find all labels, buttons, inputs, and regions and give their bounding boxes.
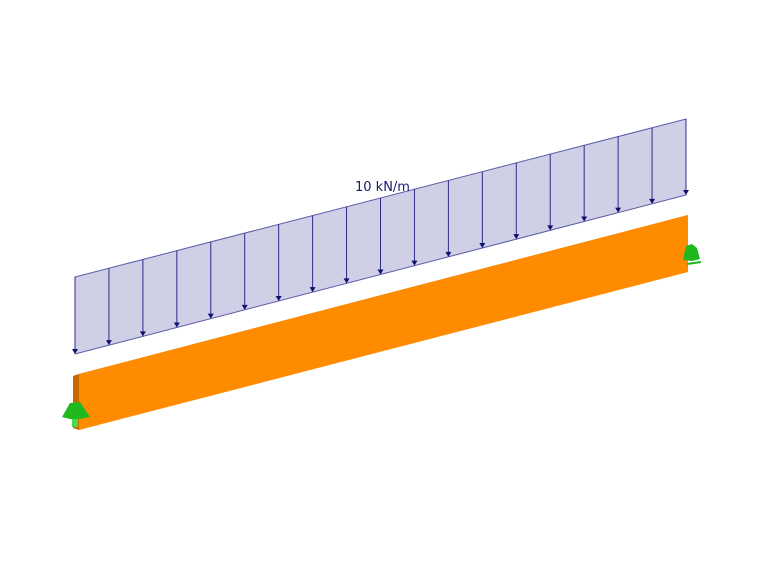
load-arrow: [343, 206, 350, 284]
load-arrow: [411, 189, 418, 266]
load-arrow: [105, 268, 112, 346]
load-arrow: [547, 154, 554, 231]
load-arrow: [72, 277, 78, 354]
load-arrow: [241, 233, 248, 310]
load-arrow: [513, 162, 520, 240]
hinged-support-icon: [62, 402, 90, 419]
load-value-label: 10 kN/m: [355, 180, 410, 195]
load-arrow: [683, 119, 689, 195]
support-right[interactable]: [683, 244, 702, 265]
load-arrow: [309, 215, 316, 293]
support-left[interactable]: [62, 402, 90, 427]
beam-front-face: [79, 215, 688, 430]
load-arrow: [649, 127, 656, 204]
load-arrow: [445, 180, 452, 257]
load-arrow: [173, 250, 180, 328]
load-arrow: [581, 145, 588, 222]
load-arrow: [377, 198, 384, 275]
load-arrow: [615, 136, 622, 213]
load-arrow: [139, 259, 146, 337]
load-arrow: [479, 171, 486, 248]
roller-support-icon: [683, 244, 700, 261]
load-arrow: [207, 241, 214, 319]
load-arrow: [275, 224, 282, 301]
support-pin-icon: [72, 419, 78, 427]
distributed-load[interactable]: [72, 118, 689, 355]
